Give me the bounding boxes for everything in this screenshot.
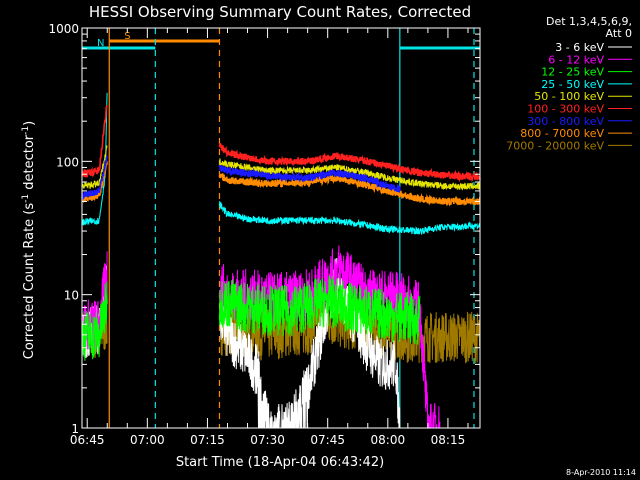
- observing-flags: SN: [82, 31, 480, 50]
- x-tick-label-5: 08:00: [371, 433, 406, 447]
- y-tick-label-3: 1000: [48, 22, 79, 36]
- x-tick-label-4: 07:45: [310, 433, 345, 447]
- series-line-2: [81, 275, 421, 361]
- legend-header-detectors: Det 1,3,4,5,6,9,: [546, 15, 632, 28]
- x-tick-label-1: 07:00: [130, 433, 165, 447]
- chart-title: HESSI Observing Summary Count Rates, Cor…: [89, 3, 471, 21]
- series-line-5: [81, 105, 481, 183]
- x-tick-label-0: 06:45: [70, 433, 105, 447]
- legend-entry-2: 12 - 25 keV: [541, 66, 604, 79]
- plot-frame: [81, 27, 481, 429]
- y-tick-label-2: 100: [56, 155, 79, 169]
- data-series: [81, 92, 481, 429]
- y-axis-label-main: Corrected Count Rate (s: [22, 203, 37, 360]
- legend-header-attenuator: Att 0: [606, 27, 632, 40]
- x-tick-label-3: 07:30: [250, 433, 285, 447]
- plot-axes: [81, 27, 481, 429]
- legend-entry-1: 6 - 12 keV: [548, 53, 604, 66]
- series-line-6: [81, 155, 401, 202]
- y-axis-label: Corrected Count Rate (s-1 detector-1): [21, 121, 37, 359]
- y-axis-label-unit: detector: [22, 134, 37, 194]
- tick-labels: 1 10 100 1000 06:45 07:00 07:15 07:30 07:45 08:00…: [48, 22, 465, 447]
- legend-entry-0: 3 - 6 keV: [555, 41, 604, 54]
- y-tick-label-0: 1: [71, 422, 79, 436]
- x-tick-label-2: 07:15: [190, 433, 225, 447]
- legend-entry-5: 100 - 300 keV: [527, 103, 604, 116]
- series-line-4: [81, 145, 481, 191]
- series-line-3: [81, 92, 481, 235]
- series-line-7: [81, 161, 481, 207]
- legend-entry-3: 25 - 50 keV: [541, 78, 604, 91]
- legend-entry-7: 800 - 7000 keV: [520, 127, 604, 140]
- x-axis-label: Start Time (18-Apr-04 06:43:42): [176, 455, 384, 470]
- y-axis-label-exponent-2: -1: [21, 126, 31, 135]
- y-tick-label-1: 10: [64, 289, 79, 303]
- flag-label-0: S: [124, 31, 130, 42]
- legend-entry-8: 7000 - 20000 keV: [506, 139, 604, 152]
- legend-entry-4: 50 - 100 keV: [534, 90, 604, 103]
- legend-entry-6: 300 - 800 keV: [527, 115, 604, 128]
- plot-timestamp: 8-Apr-2010 11:14: [566, 468, 636, 477]
- y-axis-label-close: ): [22, 121, 37, 126]
- flag-label-1: N: [97, 38, 104, 49]
- x-tick-label-6: 08:15: [431, 433, 466, 447]
- y-axis-label-exponent-1: -1: [21, 194, 31, 203]
